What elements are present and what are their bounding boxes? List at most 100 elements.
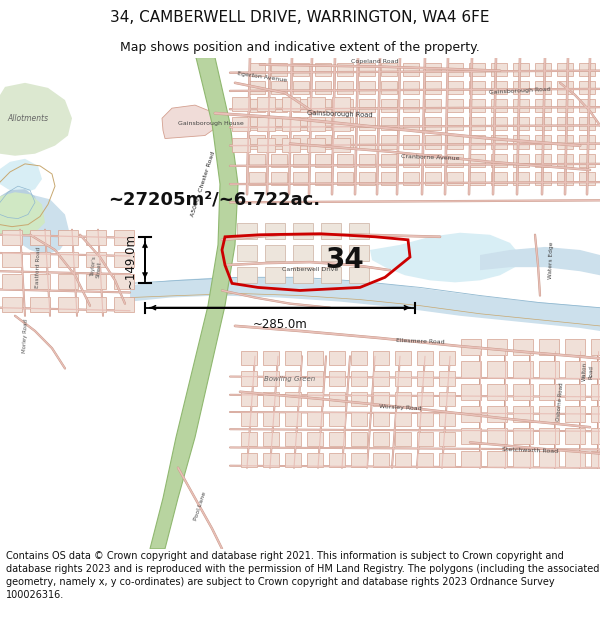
Bar <box>491 62 507 76</box>
Bar <box>381 136 397 149</box>
Text: ~149.0m: ~149.0m <box>124 232 137 288</box>
Bar <box>30 252 50 267</box>
Bar <box>315 81 331 94</box>
Bar <box>257 138 275 152</box>
Text: Ellesmere Road: Ellesmere Road <box>395 338 445 345</box>
Bar <box>487 339 507 355</box>
Bar <box>535 99 551 112</box>
Bar <box>487 428 507 444</box>
Bar <box>417 412 433 426</box>
Bar <box>461 428 481 444</box>
Bar <box>513 361 533 378</box>
Bar <box>359 154 375 167</box>
Text: ~285.0m: ~285.0m <box>253 318 307 331</box>
Bar <box>263 412 279 426</box>
Bar <box>381 62 397 76</box>
Bar <box>539 384 559 400</box>
Bar <box>395 432 411 446</box>
Bar <box>579 172 595 185</box>
Bar <box>539 339 559 355</box>
Bar <box>535 136 551 149</box>
Bar <box>359 62 375 76</box>
Bar <box>513 406 533 422</box>
Bar <box>557 136 573 149</box>
Bar <box>263 371 279 386</box>
Polygon shape <box>0 83 72 156</box>
Text: Camberwell Drive: Camberwell Drive <box>282 267 338 272</box>
Bar <box>329 392 345 406</box>
Bar <box>332 138 350 152</box>
Bar <box>373 371 389 386</box>
Bar <box>337 81 353 94</box>
Bar <box>58 252 78 267</box>
Bar <box>282 97 300 111</box>
Bar <box>351 412 367 426</box>
Bar <box>469 62 485 76</box>
Bar <box>565 428 585 444</box>
Bar <box>307 371 323 386</box>
Bar <box>307 138 325 152</box>
Text: Contains OS data © Crown copyright and database right 2021. This information is : Contains OS data © Crown copyright and d… <box>6 551 599 601</box>
Bar <box>487 361 507 378</box>
Text: 34, CAMBERWELL DRIVE, WARRINGTON, WA4 6FE: 34, CAMBERWELL DRIVE, WARRINGTON, WA4 6F… <box>110 10 490 25</box>
Bar <box>263 351 279 366</box>
Bar <box>491 172 507 185</box>
Bar <box>241 432 257 446</box>
Bar <box>249 136 265 149</box>
Bar <box>329 351 345 366</box>
Bar <box>469 99 485 112</box>
Bar <box>237 267 257 283</box>
Bar <box>282 118 300 131</box>
Bar <box>263 452 279 467</box>
Bar <box>58 274 78 289</box>
Bar <box>359 136 375 149</box>
Bar <box>241 392 257 406</box>
Bar <box>469 154 485 167</box>
Bar <box>539 428 559 444</box>
Bar <box>381 154 397 167</box>
Bar <box>285 452 301 467</box>
Bar <box>513 99 529 112</box>
Polygon shape <box>150 58 238 549</box>
Bar <box>30 274 50 289</box>
Bar <box>539 451 559 467</box>
Bar <box>591 361 600 378</box>
Bar <box>513 451 533 467</box>
Bar <box>373 432 389 446</box>
Bar <box>265 267 285 283</box>
Bar <box>315 62 331 76</box>
Bar <box>395 412 411 426</box>
Bar <box>425 118 441 131</box>
Bar <box>271 154 287 167</box>
Bar <box>513 136 529 149</box>
Bar <box>271 81 287 94</box>
Text: Egerton Avenue: Egerton Avenue <box>237 71 287 83</box>
Bar <box>579 154 595 167</box>
Bar <box>337 62 353 76</box>
Bar <box>591 339 600 355</box>
Bar <box>2 230 22 245</box>
Text: Walton
Road: Walton Road <box>582 362 594 381</box>
Bar <box>349 245 369 261</box>
Bar <box>86 296 106 312</box>
Bar <box>307 412 323 426</box>
Bar <box>263 392 279 406</box>
Bar <box>271 62 287 76</box>
Bar <box>461 406 481 422</box>
Bar <box>282 138 300 152</box>
Bar <box>307 97 325 111</box>
Bar <box>461 339 481 355</box>
Bar <box>351 392 367 406</box>
Bar <box>381 172 397 185</box>
Bar <box>337 118 353 131</box>
Bar <box>395 371 411 386</box>
Bar <box>293 172 309 185</box>
Bar <box>439 432 455 446</box>
Bar <box>513 118 529 131</box>
Bar <box>114 274 134 289</box>
Bar <box>241 371 257 386</box>
Bar <box>265 222 285 239</box>
Bar <box>349 222 369 239</box>
Bar <box>447 81 463 94</box>
Bar <box>539 361 559 378</box>
